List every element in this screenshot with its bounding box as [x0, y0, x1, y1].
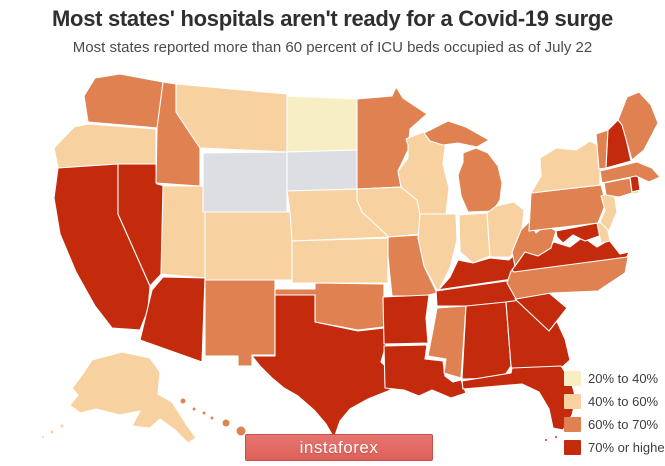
state-WY [202, 151, 288, 214]
state-MI [457, 147, 503, 213]
legend-label: 20% to 40% [588, 371, 659, 386]
state-MI [423, 120, 490, 148]
state-AK [49, 429, 55, 435]
page-title: Most states' hospitals aren't ready for … [52, 6, 613, 31]
legend-swatch-70-plus [564, 440, 581, 455]
state-AL [461, 301, 512, 380]
state-HI [191, 406, 197, 412]
state-AK [59, 423, 65, 429]
state-AK [69, 351, 197, 444]
state-MT [175, 83, 288, 153]
legend-item-70-plus: 70% or higher [564, 440, 665, 455]
state-IL [417, 213, 458, 293]
state-IN [458, 212, 491, 264]
state-NM [204, 279, 276, 367]
state-CT [603, 177, 633, 198]
legend-swatch-20-40 [564, 371, 581, 386]
state-OR [53, 123, 157, 169]
legend-label: 60% to 70% [588, 417, 659, 432]
state-NC [506, 252, 630, 300]
state-NY [530, 140, 607, 194]
state-MA [599, 161, 661, 184]
state-WA [83, 73, 164, 129]
state-AZ [139, 276, 206, 363]
state-UT [160, 185, 206, 279]
state-ME [617, 91, 659, 161]
state-TX [251, 294, 398, 439]
state-OH [486, 201, 525, 258]
state-FL [543, 437, 549, 443]
state-HI [209, 415, 215, 421]
state-KS [291, 237, 389, 284]
page-subtitle: Most states reported more than 60 percen… [72, 39, 593, 56]
state-CO [204, 211, 293, 281]
state-SD [286, 149, 359, 192]
state-HI [201, 410, 207, 416]
legend-item-60-70: 60% to 70% [564, 417, 665, 432]
instaforex-watermark-banner[interactable]: instaforex [245, 434, 433, 461]
legend-item-20-40: 20% to 40% [564, 371, 665, 386]
legend-label: 40% to 60% [588, 394, 659, 409]
state-HI [221, 418, 231, 428]
state-AR [382, 294, 430, 345]
legend-item-40-60: 40% to 60% [564, 394, 665, 409]
state-HI [235, 425, 247, 437]
state-ND [286, 95, 358, 153]
map-legend: 20% to 40% 40% to 60% 60% to 70% 70% or … [564, 371, 665, 455]
legend-label: 70% or higher [588, 440, 665, 455]
state-AK [40, 434, 46, 440]
state-HI [179, 397, 187, 405]
legend-swatch-40-60 [564, 394, 581, 409]
state-FL [553, 434, 559, 440]
legend-swatch-60-70 [564, 417, 581, 432]
watermark-label: instaforex [299, 437, 379, 457]
